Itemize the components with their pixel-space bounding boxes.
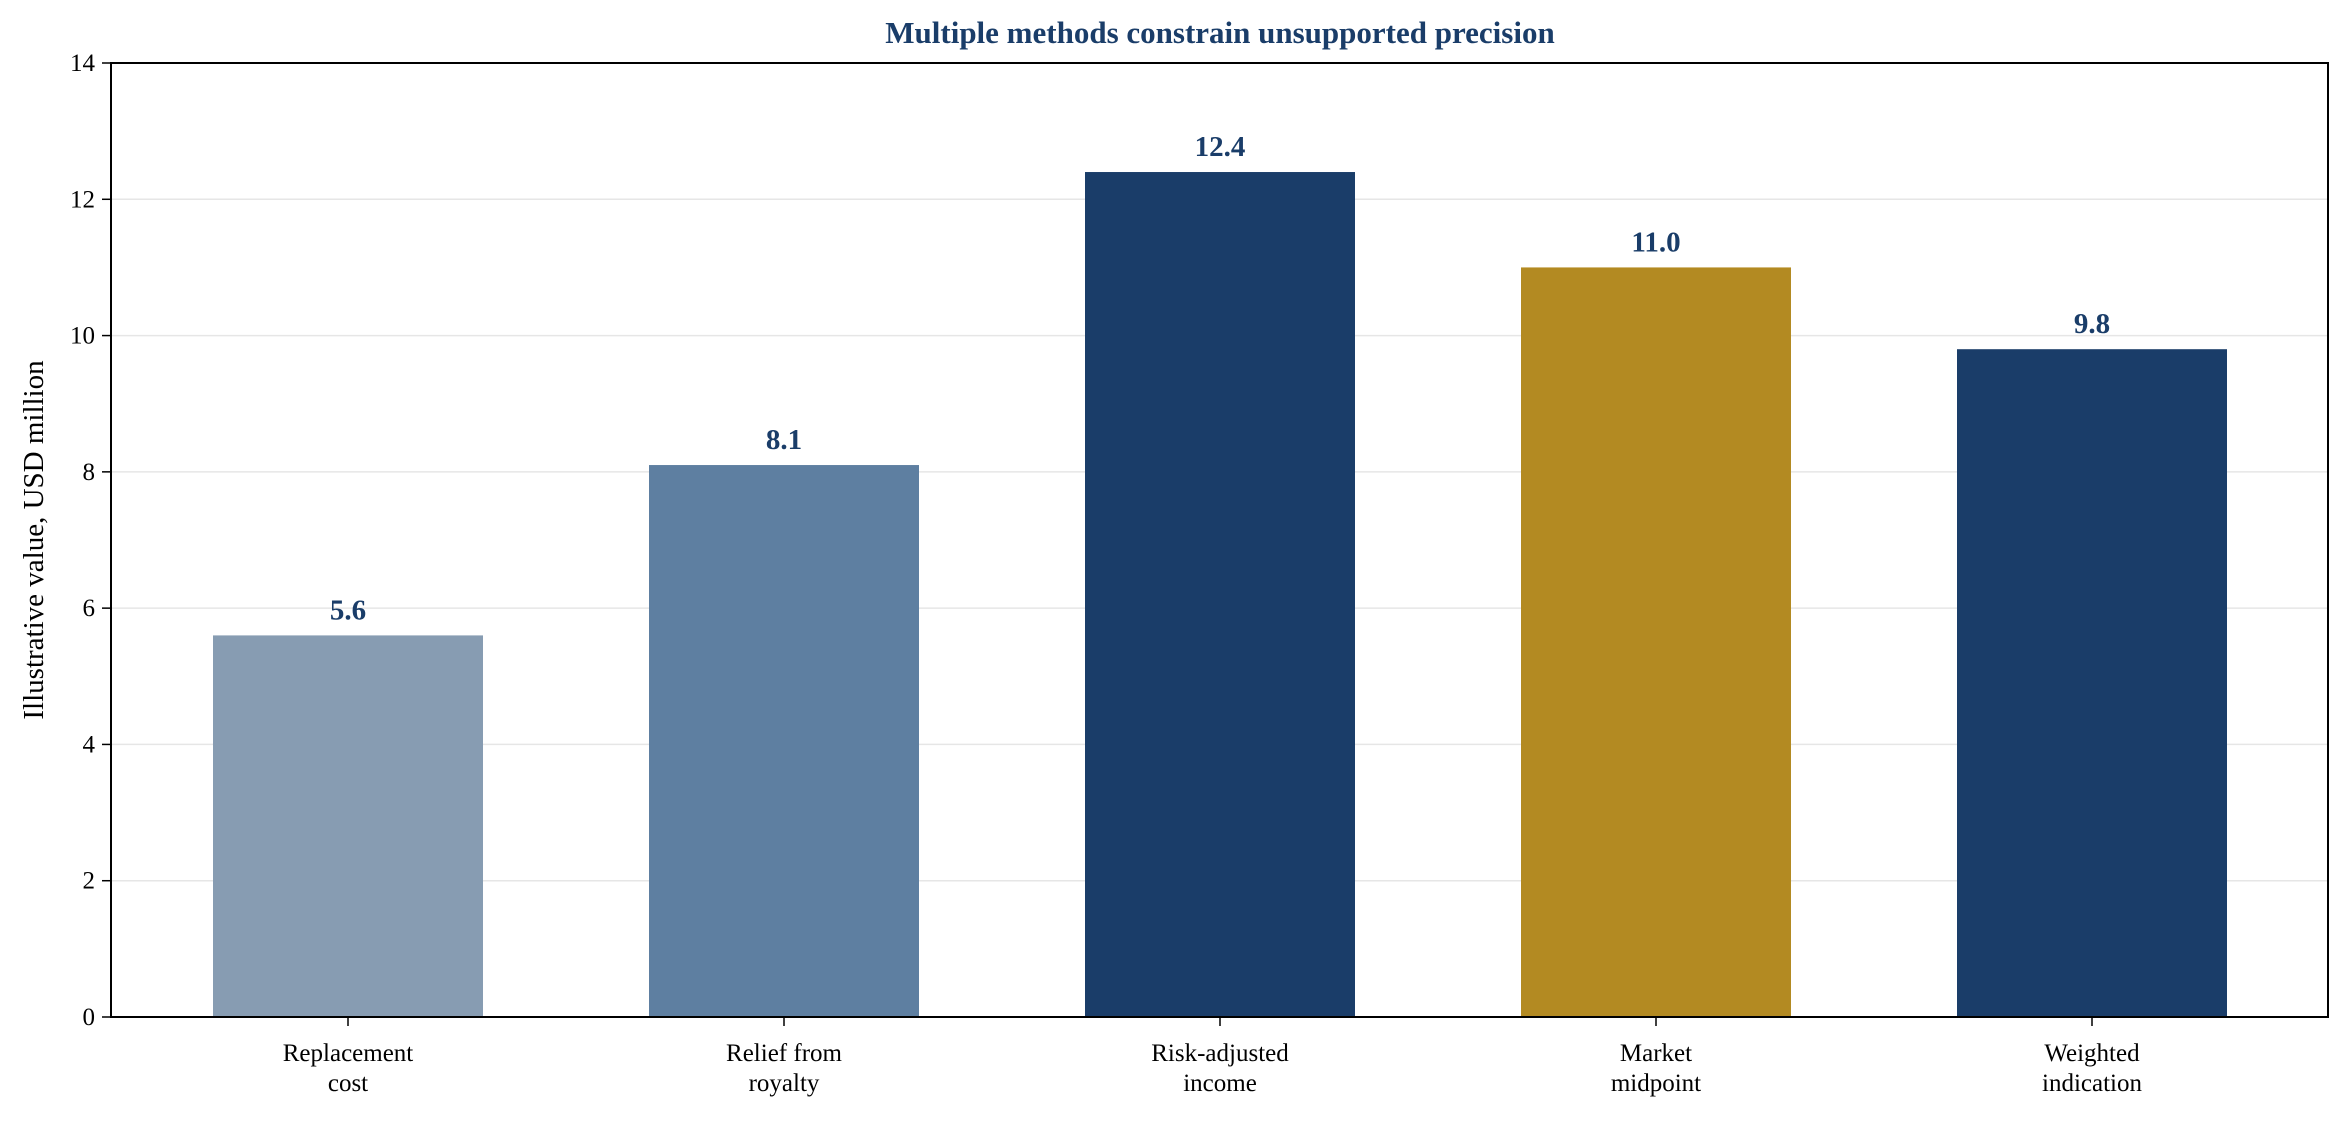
value-labels: 5.6 8.1 12.4 11.0 9.8: [330, 131, 2110, 626]
value-label-0: 5.6: [330, 594, 366, 626]
bar-4: [1957, 349, 2227, 1017]
value-label-2: 12.4: [1195, 131, 1246, 163]
value-label-1: 8.1: [766, 424, 802, 456]
value-label-3: 11.0: [1631, 226, 1680, 258]
value-label-4: 9.8: [2074, 308, 2110, 340]
y-tick-label-8: 8: [83, 459, 96, 486]
bar-2: [1085, 172, 1355, 1017]
y-tick-label-4: 4: [83, 731, 96, 758]
x-tick-label-0-line-1: cost: [328, 1070, 368, 1097]
y-tick-label-14: 14: [70, 50, 96, 77]
y-axis-label: Illustrative value, USD million: [18, 360, 50, 720]
x-tick-label-1-line-1: royalty: [749, 1070, 820, 1097]
x-tick-label-1-line-0: Relief from: [726, 1040, 842, 1067]
x-ticks: Replacement cost Relief from royalty Risk-ad…: [283, 1017, 2142, 1097]
y-tick-label-10: 10: [70, 323, 95, 350]
y-ticks: 0 2 4 6 8 10 12 14: [70, 50, 111, 1031]
y-tick-label-2: 2: [83, 868, 96, 895]
bar-1: [649, 465, 919, 1017]
bar-3: [1521, 267, 1791, 1017]
y-tick-label-6: 6: [83, 595, 96, 622]
x-tick-label-3-line-1: midpoint: [1611, 1070, 1701, 1097]
chart-title: Multiple methods constrain unsupported p…: [885, 15, 1554, 50]
x-tick-label-2-line-1: income: [1183, 1070, 1257, 1097]
bar-0: [213, 635, 483, 1017]
x-tick-label-0-line-0: Replacement: [283, 1040, 414, 1067]
y-tick-label-12: 12: [70, 186, 95, 213]
y-tick-label-0: 0: [83, 1004, 96, 1031]
x-tick-label-4-line-1: indication: [2042, 1070, 2142, 1097]
x-tick-label-2-line-0: Risk-adjusted: [1151, 1040, 1289, 1067]
x-tick-label-4-line-0: Weighted: [2044, 1040, 2140, 1067]
bars: [213, 172, 2227, 1017]
x-tick-label-3-line-0: Market: [1620, 1040, 1692, 1067]
